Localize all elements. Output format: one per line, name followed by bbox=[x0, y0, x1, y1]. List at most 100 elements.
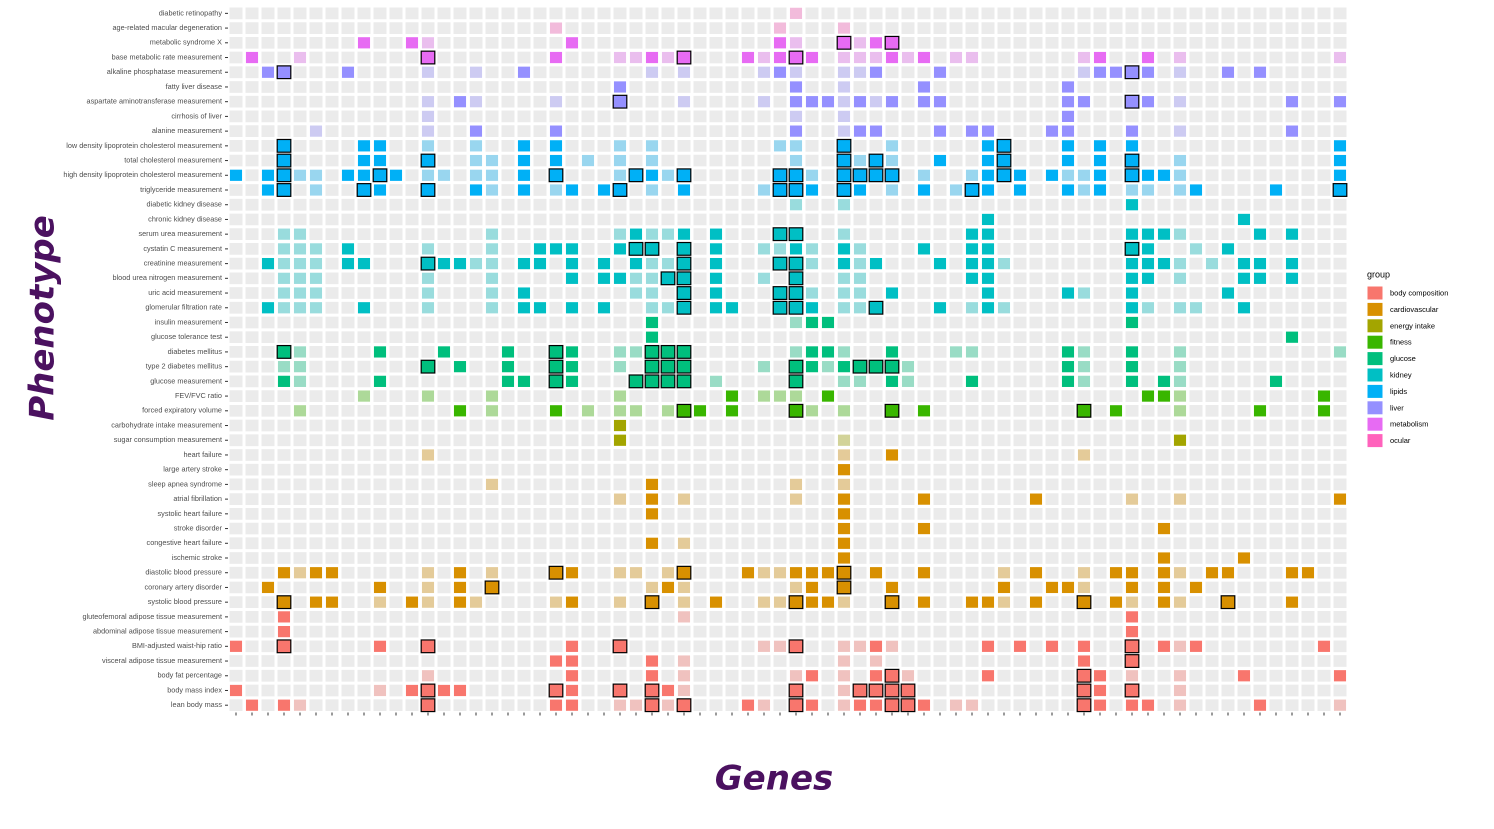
tile bbox=[468, 153, 484, 168]
tile bbox=[756, 50, 772, 65]
tile bbox=[1172, 124, 1188, 139]
tile bbox=[788, 344, 804, 360]
tile bbox=[1124, 138, 1140, 153]
tile bbox=[884, 668, 900, 683]
tile bbox=[916, 492, 932, 507]
tile bbox=[548, 403, 564, 418]
tile bbox=[484, 403, 500, 418]
y-tick-label: aspartate aminotransferase measurement bbox=[87, 97, 222, 106]
y-tick-label: diastolic blood pressure bbox=[145, 568, 222, 577]
tile bbox=[1092, 668, 1108, 683]
tile bbox=[788, 286, 804, 300]
tile bbox=[756, 94, 772, 109]
tile bbox=[1316, 639, 1332, 654]
legend-label: lipids bbox=[1390, 387, 1407, 396]
tile bbox=[292, 344, 308, 360]
tile bbox=[484, 241, 500, 256]
tile bbox=[420, 50, 436, 65]
tile bbox=[1156, 521, 1172, 536]
tile bbox=[468, 182, 484, 198]
tile bbox=[1092, 182, 1108, 198]
tile bbox=[900, 50, 916, 65]
tile bbox=[1236, 271, 1252, 286]
tile bbox=[452, 683, 468, 698]
tile bbox=[420, 639, 436, 654]
tile bbox=[868, 359, 884, 374]
tile bbox=[996, 168, 1012, 183]
tile bbox=[1124, 124, 1140, 139]
legend-key bbox=[1366, 367, 1384, 383]
tile bbox=[484, 256, 500, 271]
tile bbox=[852, 50, 868, 65]
tile bbox=[1172, 50, 1188, 65]
tile bbox=[868, 124, 884, 139]
y-tick-label: triglyceride measurement bbox=[140, 185, 222, 194]
tile bbox=[324, 565, 340, 580]
tile bbox=[420, 94, 436, 109]
tile bbox=[868, 256, 884, 271]
tile bbox=[804, 403, 820, 418]
tile bbox=[484, 227, 500, 242]
tile bbox=[644, 315, 660, 330]
tile bbox=[228, 683, 244, 698]
tile bbox=[500, 359, 516, 374]
tile bbox=[900, 359, 916, 374]
tile bbox=[756, 182, 772, 198]
tile bbox=[276, 183, 292, 197]
tile bbox=[484, 271, 500, 286]
tile bbox=[788, 94, 804, 109]
tile bbox=[836, 374, 852, 389]
tile bbox=[836, 168, 852, 183]
tile bbox=[1124, 256, 1140, 271]
tile bbox=[1140, 256, 1156, 271]
legend-label: ocular bbox=[1390, 436, 1411, 445]
tile bbox=[276, 65, 292, 80]
tile bbox=[804, 344, 820, 360]
y-tick-label: alkaline phosphatase measurement bbox=[107, 67, 222, 76]
tile bbox=[468, 256, 484, 271]
tile bbox=[676, 698, 692, 713]
tile bbox=[964, 698, 980, 713]
tile bbox=[276, 359, 292, 374]
tile bbox=[564, 683, 580, 698]
tile bbox=[1156, 256, 1172, 271]
tile bbox=[772, 241, 788, 256]
legend-label: energy intake bbox=[1390, 321, 1435, 330]
tile bbox=[436, 256, 452, 271]
y-tick-label: stroke disorder bbox=[174, 523, 223, 532]
tile bbox=[436, 344, 452, 360]
tile bbox=[884, 683, 900, 698]
tile bbox=[420, 698, 436, 713]
tile bbox=[612, 595, 628, 610]
y-tick-label: fatty liver disease bbox=[166, 82, 222, 91]
tile bbox=[1172, 595, 1188, 610]
tile bbox=[644, 138, 660, 153]
tile bbox=[836, 477, 852, 492]
tile bbox=[1188, 182, 1204, 198]
tile bbox=[1252, 271, 1268, 286]
tile bbox=[1156, 550, 1172, 566]
tile bbox=[564, 344, 580, 360]
tile bbox=[596, 256, 612, 271]
tile bbox=[1204, 565, 1220, 580]
tile bbox=[548, 50, 564, 65]
tile bbox=[788, 403, 804, 418]
tile bbox=[628, 285, 644, 301]
tile bbox=[1284, 330, 1300, 345]
y-tick-label: large artery stroke bbox=[163, 465, 222, 474]
tile bbox=[1092, 50, 1108, 65]
tile bbox=[564, 271, 580, 286]
tile bbox=[852, 639, 868, 654]
tile bbox=[788, 668, 804, 683]
tile bbox=[932, 65, 948, 80]
tile bbox=[980, 153, 996, 168]
tile bbox=[468, 595, 484, 610]
tile bbox=[980, 300, 996, 315]
tile bbox=[868, 639, 884, 654]
tile bbox=[260, 182, 276, 198]
tile bbox=[1204, 256, 1220, 271]
tile bbox=[788, 492, 804, 507]
tile bbox=[484, 153, 500, 168]
tile bbox=[884, 182, 900, 198]
tile bbox=[676, 182, 692, 198]
